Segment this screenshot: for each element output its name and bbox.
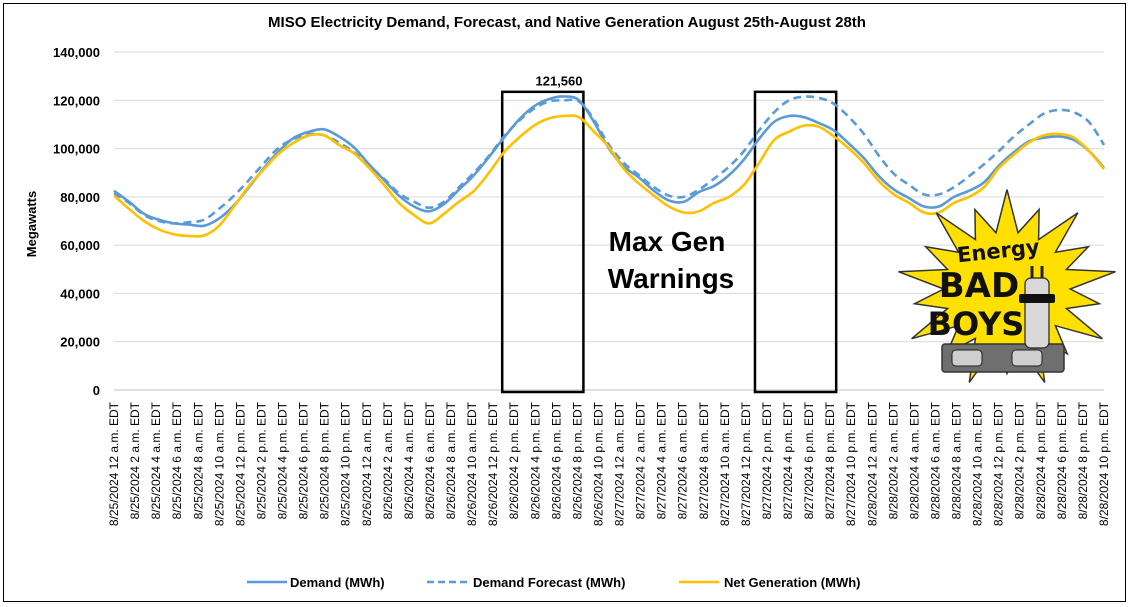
x-tick-label: 8/26/2024 2 a.m. EDT [381,401,395,519]
x-tick-label: 8/26/2024 10 a.m. EDT [465,401,479,526]
x-tick-label: 8/25/2024 6 p.m. EDT [297,401,311,519]
y-tick-label: 100,000 [53,142,100,157]
x-tick-label: 8/27/2024 2 a.m. EDT [634,401,648,519]
x-tick-label: 8/27/2024 6 a.m. EDT [676,401,690,519]
chart-frame: MISO Electricity Demand, Forecast, and N… [3,3,1126,602]
y-tick-label: 120,000 [53,93,100,108]
x-tick-label: 8/28/2024 10 a.m. EDT [971,401,985,526]
x-tick-label: 8/28/2024 12 p.m. EDT [992,401,1006,526]
highlight-boxes [500,90,838,394]
y-tick-label: 20,000 [60,335,100,350]
series-lines [113,95,1106,238]
logo-grill-knob-left [951,349,983,367]
legend-label-demand-forecast: Demand Forecast (MWh) [473,575,625,590]
x-tick-label: 8/25/2024 4 a.m. EDT [149,401,163,519]
logo-text-bad: BAD [939,266,1019,306]
x-tick-label: 8/25/2024 2 p.m. EDT [254,401,268,519]
x-tick-label: 8/26/2024 12 p.m. EDT [486,401,500,526]
x-tick-label: 8/26/2024 2 p.m. EDT [507,401,521,519]
x-tick-label: 8/28/2024 8 a.m. EDT [950,401,964,519]
x-tick-label: 8/28/2024 8 p.m. EDT [1076,401,1090,519]
x-tick-labels: 8/25/2024 12 a.m. EDT 8/25/2024 2 a.m. ED… [107,401,1111,526]
x-tick-label: 8/25/2024 10 a.m. EDT [212,401,226,526]
y-tick-label: 40,000 [60,286,100,301]
max-gen-warning-box-2 [753,90,838,394]
callout-line-1: Max Gen [609,226,726,257]
x-tick-label: 8/28/2024 2 a.m. EDT [886,401,900,519]
y-tick-labels: 0 20,000 40,000 60,000 80,000 100,000 120,000 1… [53,45,100,398]
x-tick-label: 8/26/2024 6 p.m. EDT [549,401,563,519]
logo-plug-character [1024,277,1050,349]
x-tick-label: 8/25/2024 12 p.m. EDT [233,401,247,526]
x-tick-label: 8/27/2024 12 a.m. EDT [613,401,627,526]
x-tick-label: 8/25/2024 2 a.m. EDT [128,401,142,519]
legend-label-demand: Demand (MWh) [290,575,385,590]
logo-grill-knob-right [1011,349,1043,367]
peak-label: 121,560 [536,74,583,89]
x-tick-label: 8/26/2024 4 p.m. EDT [528,401,542,519]
x-tick-label: 8/28/2024 4 a.m. EDT [907,401,921,519]
y-tick-label: 80,000 [60,190,100,205]
series-line-1 [113,95,1105,228]
x-tick-label: 8/25/2024 6 a.m. EDT [170,401,184,519]
x-tick-label: 8/26/2024 8 p.m. EDT [570,401,584,519]
x-tick-label: 8/27/2024 8 a.m. EDT [697,401,711,519]
logo-burst-shape [898,189,1116,383]
x-tick-label: 8/26/2024 6 a.m. EDT [423,401,437,519]
x-tick-label: 8/28/2024 6 p.m. EDT [1055,401,1069,519]
x-tick-label: 8/27/2024 4 a.m. EDT [655,401,669,519]
callout-line-2: Warnings [608,263,735,294]
y-tick-label: 0 [93,383,100,398]
chart-title: MISO Electricity Demand, Forecast, and N… [268,14,866,31]
x-tick-label: 8/25/2024 12 a.m. EDT [107,401,121,526]
x-tick-label: 8/28/2024 4 p.m. EDT [1034,401,1048,519]
x-tick-label: 8/25/2024 10 p.m. EDT [339,401,353,526]
x-tick-label: 8/26/2024 10 p.m. EDT [591,401,605,526]
x-tick-label: 8/27/2024 6 p.m. EDT [802,401,816,519]
x-tick-label: 8/25/2024 8 p.m. EDT [318,401,332,519]
legend: Demand (MWh) Demand Forecast (MWh) Net G… [247,575,861,590]
x-tick-label: 8/27/2024 2 p.m. EDT [760,401,774,519]
logo-text-boys: BOYS [928,305,1025,343]
y-tick-label: 60,000 [60,238,100,253]
x-tick-label: 8/28/2024 12 a.m. EDT [865,401,879,526]
x-tick-label: 8/26/2024 8 a.m. EDT [444,401,458,519]
logo-sunglasses-icon [1019,294,1055,303]
x-tick-label: 8/26/2024 4 a.m. EDT [402,401,416,519]
y-tick-label: 140,000 [53,45,100,60]
max-gen-warning-box-1 [500,90,585,394]
legend-label-net-generation: Net Generation (MWh) [724,575,861,590]
x-tick-label: 8/25/2024 4 p.m. EDT [276,401,290,519]
x-tick-label: 8/27/2024 10 a.m. EDT [718,401,732,526]
x-tick-label: 8/25/2024 8 a.m. EDT [191,401,205,519]
energy-bad-boys-logo: Energy BAD BOYS [898,189,1116,383]
x-tick-label: 8/28/2024 10 p.m. EDT [1097,401,1111,526]
x-tick-label: 8/28/2024 6 a.m. EDT [928,401,942,519]
x-tick-label: 8/27/2024 8 p.m. EDT [823,401,837,519]
x-tick-label: 8/27/2024 4 p.m. EDT [781,401,795,519]
series-line-2 [113,95,1106,225]
x-tick-label: 8/26/2024 12 a.m. EDT [360,401,374,526]
x-tick-label: 8/27/2024 10 p.m. EDT [844,401,858,526]
series-line-3 [113,114,1106,238]
chart-svg: MISO Electricity Demand, Forecast, and N… [24,14,1116,590]
x-tick-label: 8/27/2024 12 p.m. EDT [739,401,753,526]
y-axis-label: Megawatts [24,191,39,257]
x-tick-label: 8/28/2024 2 p.m. EDT [1013,401,1027,519]
